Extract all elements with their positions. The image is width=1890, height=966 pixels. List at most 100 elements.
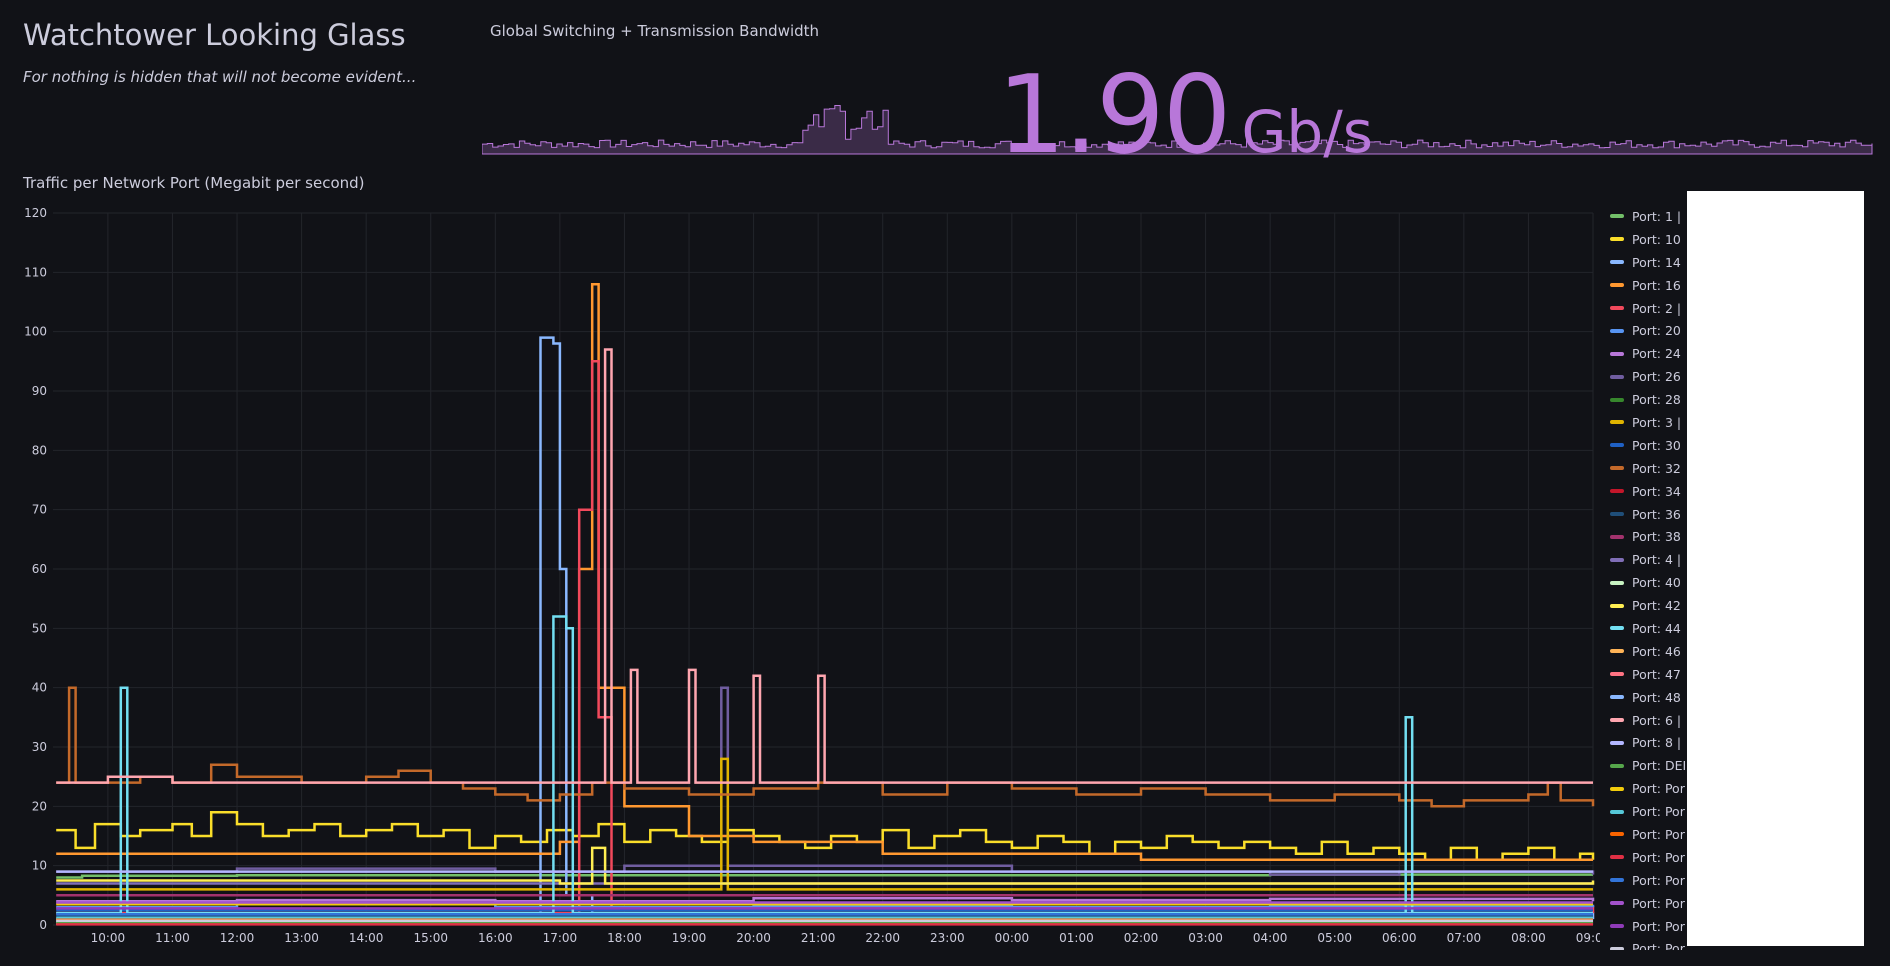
legend-item[interactable]: Port: 36 | (1610, 503, 1685, 526)
legend-label: Port: 48 | (1632, 689, 1685, 705)
legend-item[interactable]: Port: 2 | I (1610, 297, 1685, 320)
legend-item[interactable]: Port: 38 | (1610, 525, 1685, 548)
legend-label: Port: 6 | I (1632, 712, 1685, 728)
series-line-6 (56, 897, 1595, 903)
legend-label: Port: 2 | I (1632, 300, 1685, 316)
y-tick-label: 50 (32, 621, 47, 635)
legend-item[interactable]: Port: Port (1610, 800, 1685, 823)
legend-item[interactable]: Port: 24 | (1610, 342, 1685, 365)
legend-item[interactable]: Port: 4 | I (1610, 548, 1685, 571)
legend-swatch (1610, 901, 1624, 906)
x-tick-label: 12:00 (220, 931, 255, 945)
legend-label: Port: 20 | (1632, 323, 1685, 339)
legend-item[interactable]: Port: 26 | (1610, 365, 1685, 388)
legend-item[interactable]: Port: Port (1610, 892, 1685, 915)
legend-swatch (1610, 603, 1624, 608)
timeseries-panel-title[interactable]: Traffic per Network Port (Megabit per se… (23, 174, 365, 192)
legend-item[interactable]: Port: 14 | (1610, 251, 1685, 274)
legend-swatch (1610, 260, 1624, 265)
legend-swatch (1610, 443, 1624, 448)
legend-label: Port: Port (1632, 826, 1685, 842)
legend-label: Port: 30 | (1632, 437, 1685, 453)
legend-item[interactable]: Port: Port (1610, 938, 1685, 950)
legend-swatch (1610, 328, 1624, 333)
x-tick-label: 03:00 (1188, 931, 1223, 945)
legend-item[interactable]: Port: DEF (1610, 754, 1685, 777)
legend-item[interactable]: Port: 44 | (1610, 617, 1685, 640)
legend-item[interactable]: Port: 20 | (1610, 319, 1685, 342)
chart-grid (53, 212, 1594, 926)
legend-label: Port: 1 | I (1632, 208, 1685, 224)
x-tick-label: 01:00 (1059, 931, 1094, 945)
y-tick-label: 80 (32, 443, 47, 457)
legend-swatch (1610, 832, 1624, 837)
legend-swatch (1610, 855, 1624, 860)
series-line-1 (56, 811, 1595, 861)
legend-item[interactable]: Port: Port (1610, 915, 1685, 938)
legend-swatch (1610, 374, 1624, 379)
legend-item[interactable]: Port: 46 | (1610, 640, 1685, 663)
legend-item[interactable]: Port: Port (1610, 777, 1685, 800)
legend-item[interactable]: Port: Port (1610, 823, 1685, 846)
y-tick-label: 40 (32, 681, 47, 695)
legend-item[interactable]: Port: 1 | I (1610, 205, 1685, 228)
legend-swatch (1610, 580, 1624, 585)
redaction-block (1687, 191, 1864, 946)
legend-item[interactable]: Port: 30 | (1610, 434, 1685, 457)
y-tick-label: 0 (39, 918, 47, 932)
legend-swatch (1610, 397, 1624, 402)
x-tick-label: 02:00 (1124, 931, 1159, 945)
x-tick-label: 23:00 (930, 931, 965, 945)
legend-item[interactable]: Port: 34 | (1610, 480, 1685, 503)
x-tick-label: 21:00 (801, 931, 836, 945)
legend-swatch (1610, 740, 1624, 745)
x-tick-label: 05:00 (1317, 931, 1352, 945)
legend-label: Port: 16 | (1632, 277, 1685, 293)
stat-panel-title[interactable]: Global Switching + Transmission Bandwidt… (490, 22, 820, 40)
x-tick-label: 09:00 (1576, 931, 1600, 945)
legend-label: Port: 8 | I (1632, 735, 1685, 751)
legend-item[interactable]: Port: 8 | I (1610, 731, 1685, 754)
legend-swatch (1610, 466, 1624, 471)
legend-item[interactable]: Port: 3 | I (1610, 411, 1685, 434)
legend-item[interactable]: Port: 47 | (1610, 663, 1685, 686)
legend-item[interactable]: Port: 48 | (1610, 686, 1685, 709)
legend-swatch (1610, 878, 1624, 883)
x-tick-label: 18:00 (607, 931, 642, 945)
legend-label: Port: Port (1632, 804, 1685, 820)
legend-item[interactable]: Port: 42 | (1610, 594, 1685, 617)
legend-label: Port: 4 | I (1632, 552, 1685, 568)
x-tick-label: 15:00 (413, 931, 448, 945)
y-tick-label: 100 (24, 325, 47, 339)
legend-item[interactable]: Port: 32 | (1610, 457, 1685, 480)
chart-legend: Port: 1 | I Port: 10 | Port: 14 | Port: 16 … (1610, 205, 1685, 950)
legend-label: Port: 34 | (1632, 483, 1685, 499)
series-line-3 (56, 282, 1593, 861)
x-tick-label: 17:00 (543, 931, 578, 945)
legend-label: Port: 14 | (1632, 254, 1685, 270)
legend-label: Port: 28 | (1632, 392, 1685, 408)
legend-item[interactable]: Port: 28 | (1610, 388, 1685, 411)
legend-item[interactable]: Port: 6 | I (1610, 709, 1685, 732)
x-tick-label: 04:00 (1253, 931, 1288, 945)
legend-label: Port: Port (1632, 918, 1685, 934)
legend-swatch (1610, 489, 1624, 494)
legend-item[interactable]: Port: 16 | (1610, 274, 1685, 297)
legend-item[interactable]: Port: 40 | (1610, 571, 1685, 594)
series-line-4 (56, 360, 1595, 915)
legend-label: Port: 3 | I (1632, 414, 1685, 430)
legend-item[interactable]: Port: Port (1610, 869, 1685, 892)
series-line-9 (56, 757, 1593, 891)
legend-item[interactable]: Port: Port (1610, 846, 1685, 869)
legend-item[interactable]: Port: 10 | (1610, 228, 1685, 251)
legend-swatch (1610, 786, 1624, 791)
traffic-chart[interactable]: 0 10 20 30 40 50 60 70 80 90 100 110 120 10:00 11:00 12… (0, 200, 1600, 946)
dashboard-title: Watchtower Looking Glass (23, 18, 406, 52)
legend-swatch (1610, 351, 1624, 356)
stat-panel[interactable]: Global Switching + Transmission Bandwidt… (482, 18, 1882, 170)
legend-swatch (1610, 626, 1624, 631)
legend-swatch (1610, 946, 1624, 950)
legend-label: Port: Port (1632, 849, 1685, 865)
legend-swatch (1610, 557, 1624, 562)
x-tick-label: 13:00 (284, 931, 319, 945)
